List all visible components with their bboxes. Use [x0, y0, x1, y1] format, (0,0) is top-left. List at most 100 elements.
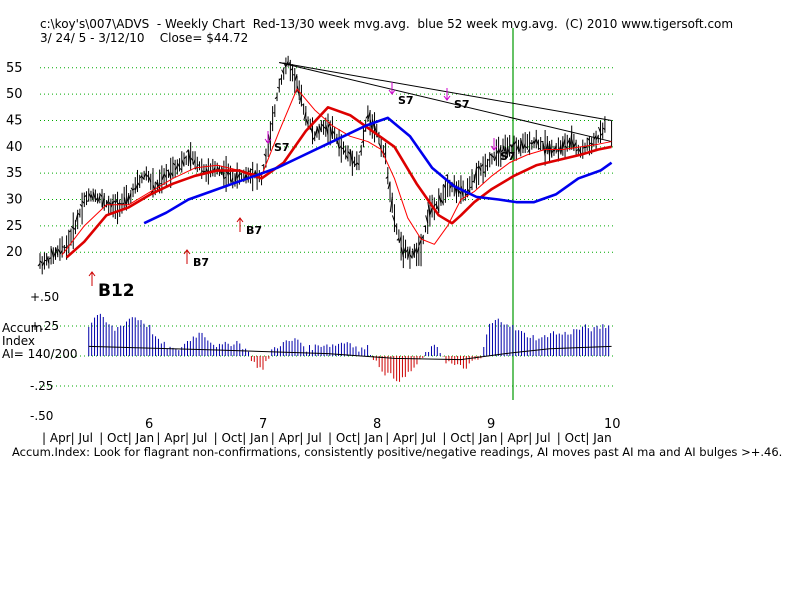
x-month-label: | Apr — [500, 431, 529, 445]
x-month-label: | Jul — [528, 431, 550, 445]
price-bar-tick — [358, 150, 362, 153]
price-bar-tick — [409, 254, 413, 259]
accum-label-line1: Accum — [2, 321, 43, 335]
price-bar-tick — [325, 124, 329, 136]
price-bar-tick — [239, 173, 242, 176]
buy-signal-arrowhead — [236, 217, 244, 223]
price-bar-tick — [394, 224, 398, 228]
price-bar-tick — [489, 153, 493, 157]
price-bar-tick — [64, 246, 67, 249]
price-bar-tick — [527, 148, 531, 153]
price-bar-tick — [407, 247, 411, 259]
price-bar-tick — [135, 183, 138, 191]
price-bar-tick — [549, 143, 553, 157]
price-bar-tick — [95, 197, 99, 201]
price-bar-tick — [88, 193, 92, 199]
moving-average-line — [61, 88, 612, 256]
sell-signal-label: S7 — [454, 98, 470, 111]
price-bar-tick — [553, 145, 557, 152]
price-bar-tick — [387, 181, 391, 190]
price-bar-tick — [37, 263, 41, 267]
price-bar-tick — [48, 257, 52, 260]
sell-signal-label: S7 — [398, 94, 414, 107]
price-bar-tick — [411, 248, 415, 258]
price-bar-tick — [141, 176, 145, 180]
price-bar-tick — [429, 207, 433, 215]
price-y-tick-label: 20 — [6, 245, 23, 260]
price-bar-tick — [511, 141, 515, 148]
price-bar-tick — [192, 159, 196, 166]
price-bar-tick — [595, 135, 599, 140]
price-bar-tick — [312, 137, 316, 140]
price-bar-tick — [400, 247, 404, 258]
x-month-label: | Oct — [442, 431, 471, 445]
price-bar-tick — [602, 127, 606, 130]
x-month-label: | Jan — [242, 431, 268, 445]
price-y-tick-label: 40 — [6, 140, 23, 155]
buy-signal-arrowhead — [88, 271, 96, 277]
price-bar-tick — [414, 247, 418, 254]
x-month-label: | Jan — [128, 431, 154, 445]
price-bar-tick — [365, 115, 369, 119]
price-bar-tick — [427, 202, 431, 218]
moving-average-line — [143, 116, 613, 225]
price-bar-tick — [139, 175, 143, 179]
price-bar-tick — [318, 125, 322, 133]
price-bar-tick — [316, 126, 320, 135]
price-bar-tick — [425, 215, 429, 224]
price-bar-tick — [600, 132, 604, 136]
price-bar-tick — [223, 176, 227, 179]
sell-signal-label: S7 — [500, 150, 516, 163]
price-bar-tick — [70, 225, 74, 229]
price-bar-tick — [389, 196, 393, 213]
price-bar-tick — [294, 74, 298, 82]
price-bar-tick — [81, 201, 85, 204]
buy-signal-label: B7 — [246, 224, 262, 237]
price-bar-tick — [507, 146, 511, 157]
buy-signal-arrowhead — [183, 249, 191, 255]
x-month-label: | Oct — [557, 431, 586, 445]
x-month-label: | Jan — [585, 431, 611, 445]
x-month-label: | Oct — [214, 431, 243, 445]
price-bar-tick — [277, 86, 280, 89]
price-bar-tick — [228, 172, 231, 176]
price-y-tick-label: 55 — [6, 61, 23, 76]
price-bar-tick — [181, 159, 185, 167]
price-y-tick-label: 50 — [6, 87, 23, 102]
price-bar-tick — [465, 193, 468, 196]
price-bar-tick — [573, 142, 577, 147]
price-bar-tick — [367, 111, 371, 120]
price-bar-tick — [128, 193, 132, 200]
price-bar-tick — [110, 200, 114, 208]
price-bar-tick — [152, 185, 156, 191]
price-bar-tick — [343, 149, 347, 154]
x-month-label: | Oct — [328, 431, 357, 445]
price-bar-tick — [372, 119, 376, 130]
price-bar-tick — [261, 164, 264, 167]
price-bar-tick — [75, 213, 79, 223]
chart-header-line2: 3/ 24/ 5 - 3/12/10 Close= $44.72 — [40, 31, 249, 45]
price-y-tick-label: 35 — [6, 166, 23, 181]
accum-label-line3: AI= 140/200 — [2, 347, 78, 361]
price-bar-tick — [236, 173, 240, 179]
accum-tick-minus25: -.25 — [30, 379, 54, 393]
price-bar-tick — [520, 139, 524, 150]
price-bar-tick — [179, 168, 183, 171]
price-bar-tick — [538, 147, 541, 150]
price-bar-tick — [569, 132, 573, 151]
price-bar-tick — [166, 169, 169, 172]
price-bar-tick — [491, 155, 495, 159]
x-year-label: 7 — [259, 417, 267, 432]
price-bar-tick — [564, 145, 568, 149]
price-bar-tick — [154, 181, 158, 186]
x-year-label: 9 — [487, 417, 495, 432]
price-bar-tick — [39, 260, 43, 264]
price-bar-tick — [533, 138, 537, 144]
price-bar-tick — [496, 149, 500, 154]
price-bar-tick — [405, 249, 409, 253]
accum-footer-note: Accum.Index: Look for flagrant non-confi… — [12, 445, 783, 459]
price-bar-tick — [92, 192, 96, 200]
price-bar-tick — [201, 170, 205, 173]
price-bar-tick — [347, 151, 351, 155]
price-bar-tick — [544, 143, 548, 154]
